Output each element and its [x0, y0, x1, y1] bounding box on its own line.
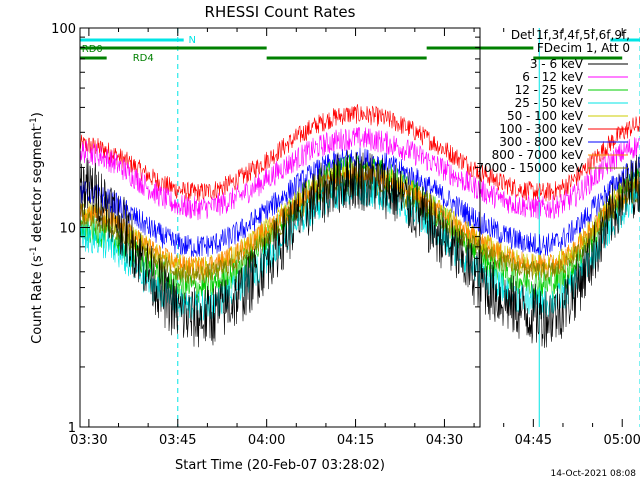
n-flag-label: N — [188, 35, 195, 46]
series-layer — [79, 104, 640, 348]
legend-entry-label: 6 - 12 keV — [522, 70, 584, 84]
legend-entry-label: 300 - 800 keV — [499, 135, 583, 149]
rd4-flag-label: RD4 — [133, 53, 154, 64]
y-tick-label: 1 — [68, 421, 76, 436]
plot-frame — [79, 27, 481, 428]
y-axis-label-sup1: -1 — [29, 246, 39, 255]
series-line — [79, 127, 640, 221]
y-axis-label-part2: detector segment — [30, 126, 45, 246]
series-line — [79, 104, 640, 202]
legend-entry-label: 7000 - 15000 keV — [476, 161, 583, 175]
series-line — [79, 167, 640, 276]
legend-header-line2: FDecim 1, Att 0 — [537, 41, 630, 55]
rd0-flag-label: RD0 — [82, 44, 103, 55]
series-line — [79, 150, 640, 348]
legend-entry-label: 12 - 25 keV — [515, 83, 584, 97]
x-tick-label: 04:15 — [337, 433, 374, 448]
timestamp: 14-Oct-2021 08:08 — [551, 469, 637, 479]
legend: Det 1f,3f,4f,5f,6f,9f, FDecim 1, Att 0 3… — [476, 28, 630, 175]
x-tick-label: 04:00 — [248, 433, 285, 448]
x-tick-label: 04:45 — [515, 433, 552, 448]
y-axis-label: Count Rate (s-1 detector segment-1) — [29, 112, 45, 344]
x-tick-label: 03:30 — [70, 433, 107, 448]
x-tick-label: 04:30 — [426, 433, 463, 448]
y-tick-label: 10 — [59, 222, 76, 237]
legend-header-line1: Det 1f,3f,4f,5f,6f,9f, — [511, 28, 630, 42]
y-axis-label-part1: Count Rate (s — [30, 255, 45, 344]
y-tick-label: 100 — [51, 22, 76, 37]
legend-entry-label: 3 - 6 keV — [530, 57, 584, 71]
x-tick-label: 03:45 — [159, 433, 196, 448]
x-axis-label: Start Time (20-Feb-07 03:28:02) — [175, 458, 385, 473]
chart-title: RHESSI Count Rates — [205, 3, 356, 21]
y-axis-label-part3: ) — [30, 112, 45, 117]
y-axis-label-sup2: -1 — [29, 117, 39, 126]
legend-entry-label: 50 - 100 keV — [507, 109, 584, 123]
x-tick-label: 05:00 — [603, 433, 640, 448]
legend-entry-label: 25 - 50 keV — [515, 96, 584, 110]
axes-layer: 03:30 03:45 04:00 04:15 04:30 04:45 05:00 1 10 10… — [51, 22, 640, 448]
legend-entry-label: 100 - 300 keV — [499, 122, 583, 136]
legend-entry-label: 800 - 7000 keV — [492, 148, 584, 162]
